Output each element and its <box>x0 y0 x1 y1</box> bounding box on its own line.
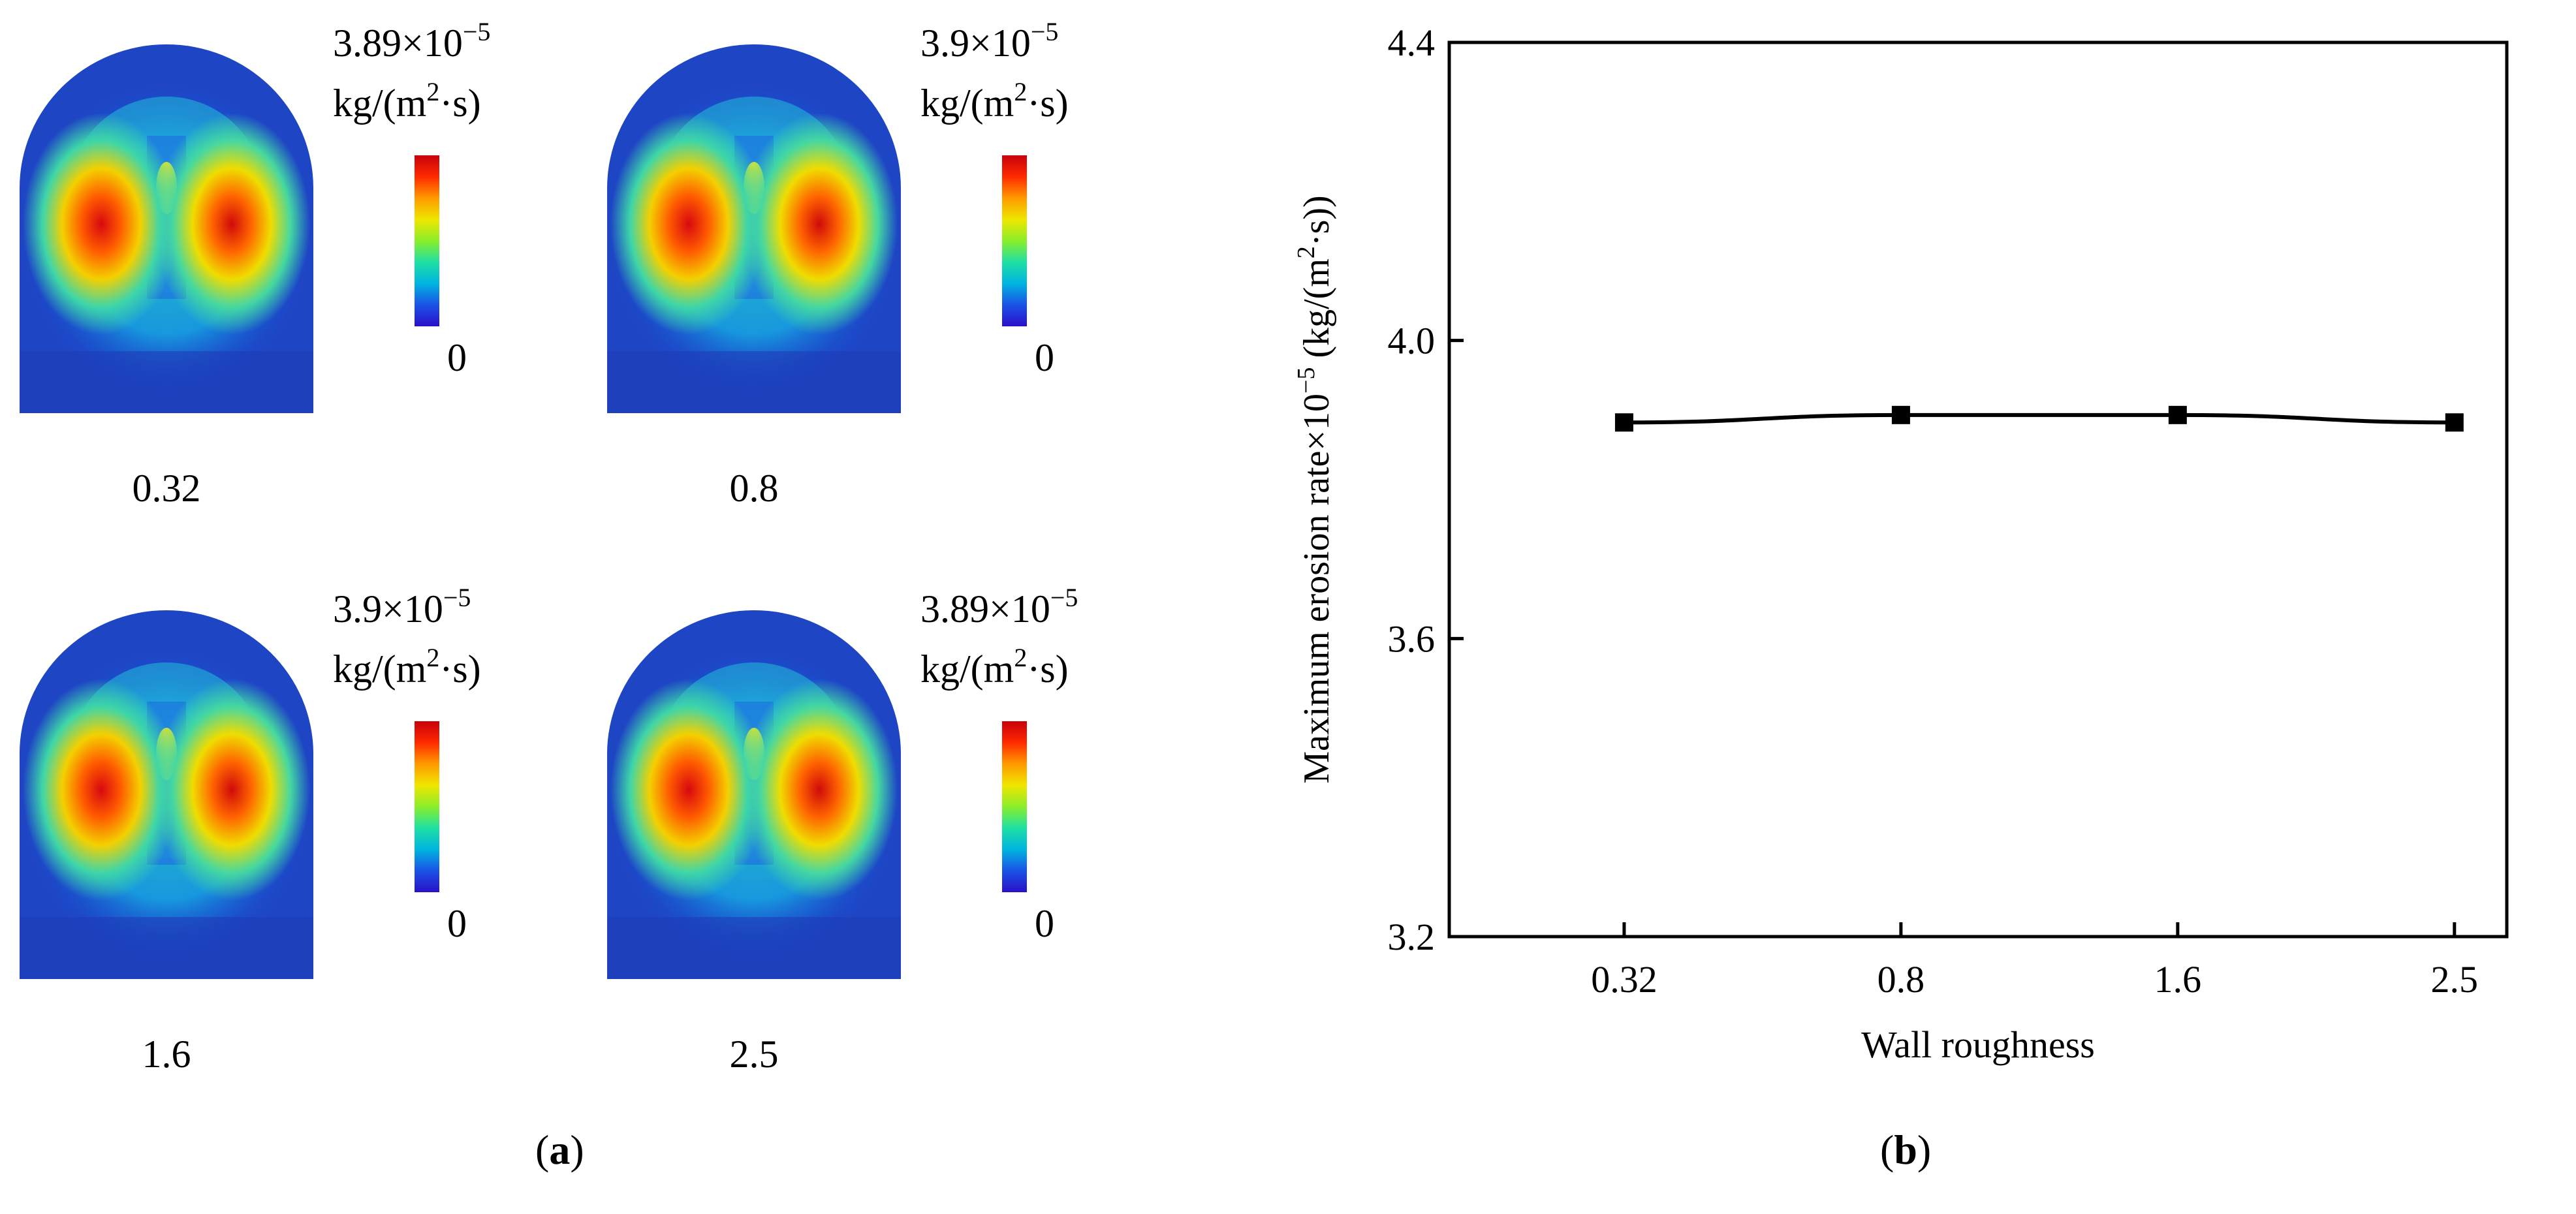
colorbar-min-label: 0 <box>447 336 467 379</box>
hotspot-left <box>610 679 767 901</box>
x-axis-label: Wall roughness <box>1861 1023 2095 1066</box>
hotspot-right <box>741 679 898 901</box>
hotspot-right <box>741 113 898 335</box>
roughness-caption: 0.32 <box>133 467 201 510</box>
roughness-caption: 2.5 <box>730 1033 779 1076</box>
colorbar <box>415 721 439 892</box>
plot-frame <box>1447 40 2509 939</box>
y-tick-label: 3.6 <box>1388 617 1436 660</box>
panel-a-label: (a) <box>535 1127 584 1173</box>
data-point <box>1891 405 1910 424</box>
colorbar-unit-label: kg/(m2·s) <box>920 77 1069 125</box>
hotspot-right <box>153 113 310 335</box>
colorbar-unit-label: kg/(m2·s) <box>333 643 481 691</box>
contour-map-0.32: 3.89×10−5 kg/(m2·s) 0 0.32 <box>20 17 490 510</box>
colorbar-max-label: 3.9×10−5 <box>333 583 471 630</box>
roughness-caption: 1.6 <box>142 1033 191 1076</box>
data-point <box>1614 413 1633 432</box>
panel-a: 3.89×10−5 kg/(m2·s) 0 0.32 3.9×10−5 kg/(m2·s)… <box>0 0 1214 1211</box>
series-line <box>1624 412 2455 425</box>
contour-map-0.8: 3.9×10−5 kg/(m2·s) 0 0.8 <box>607 17 1069 510</box>
contour-map-2.5: 3.89×10−5 kg/(m2·s) 0 2.5 <box>607 583 1078 1076</box>
panel-b: 3.2 3.6 4.0 4.4 0.32 0.8 1.6 2.5 Maximum erosio… <box>1227 0 2576 1211</box>
hotspot-left <box>23 679 180 901</box>
colorbar-min-label: 0 <box>1035 336 1054 379</box>
y-tick-label: 4.0 <box>1388 320 1436 362</box>
colorbar-unit-label: kg/(m2·s) <box>333 77 481 125</box>
data-point <box>2445 413 2464 432</box>
erosion-rate-chart: 3.2 3.6 4.0 4.4 0.32 0.8 1.6 2.5 Maximum erosio… <box>1293 22 2509 1066</box>
roughness-caption: 0.8 <box>730 467 779 510</box>
hotspot-left <box>23 113 180 335</box>
panel-b-label: (b) <box>1880 1127 1932 1173</box>
x-tick-label: 2.5 <box>2431 958 2479 1001</box>
x-tick-label: 1.6 <box>2154 958 2202 1001</box>
hotspot-right <box>153 679 310 901</box>
colorbar-max-label: 3.89×10−5 <box>920 583 1078 630</box>
x-tick-label: 0.8 <box>1877 958 1925 1001</box>
colorbar <box>1002 721 1027 892</box>
y-axis-label: Maximum erosion rate×10−5 (kg/(m2·s)) <box>1293 195 1337 783</box>
colorbar-min-label: 0 <box>447 902 467 945</box>
colorbar-min-label: 0 <box>1035 902 1054 945</box>
colorbar <box>1002 155 1027 326</box>
x-tick-label: 0.32 <box>1591 958 1657 1001</box>
erosion-contour-maps: 3.89×10−5 kg/(m2·s) 0 0.32 3.9×10−5 kg/(m2·s)… <box>20 17 1078 1076</box>
hotspot-left <box>610 113 767 335</box>
colorbar-unit-label: kg/(m2·s) <box>920 643 1069 691</box>
contour-map-1.6: 3.9×10−5 kg/(m2·s) 0 1.6 <box>20 583 481 1076</box>
y-tick-label: 3.2 <box>1388 916 1436 958</box>
y-tick-label: 4.4 <box>1388 22 1436 64</box>
data-point <box>2168 405 2187 424</box>
colorbar-max-label: 3.89×10−5 <box>333 17 490 65</box>
colorbar-max-label: 3.9×10−5 <box>920 17 1058 65</box>
colorbar <box>415 155 439 326</box>
